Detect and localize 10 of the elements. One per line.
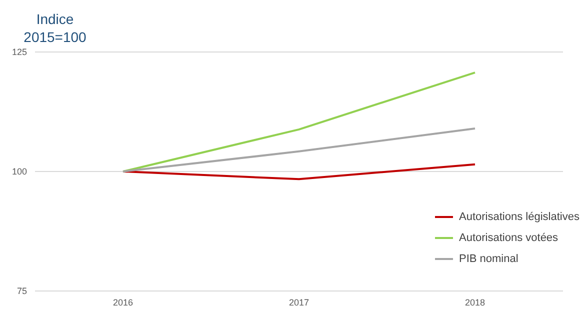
x-tick-label: 2018	[464, 297, 486, 308]
x-tick-label: 2016	[112, 297, 134, 308]
x-tick-label: 2017	[288, 297, 310, 308]
y-tick-label: 125	[12, 47, 27, 58]
y-axis-title: Indice 2015=100	[22, 10, 88, 46]
y-tick-label: 100	[12, 166, 27, 177]
y-tick-label: 75	[16, 286, 27, 296]
legend-label: Autorisations législatives	[459, 210, 580, 222]
legend-label: PIB nominal	[459, 252, 518, 264]
legend-label: Autorisations votées	[459, 232, 558, 244]
